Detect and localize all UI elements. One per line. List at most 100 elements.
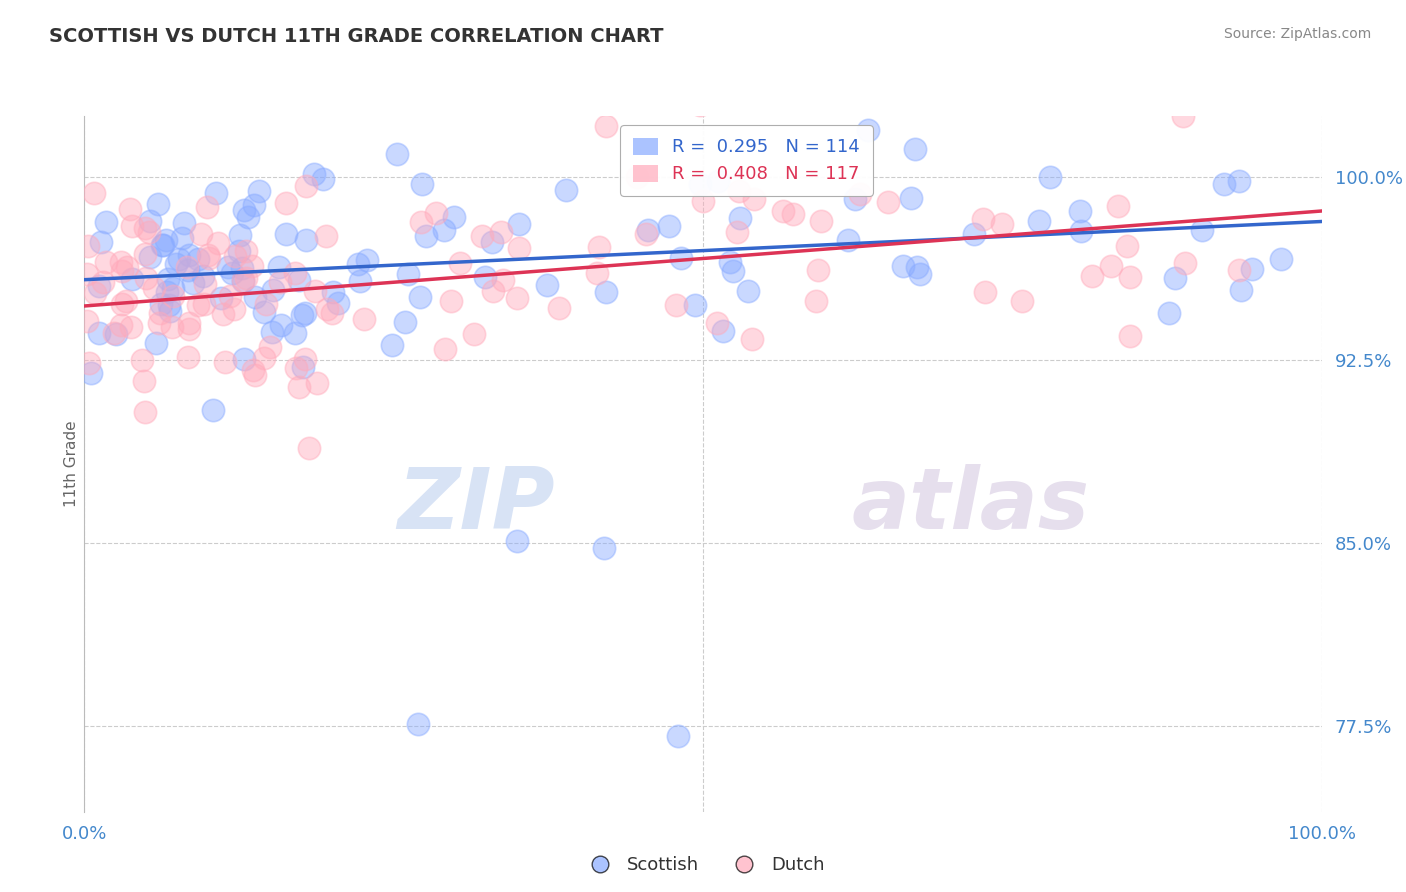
Point bbox=[1227, 263, 1250, 277]
Point bbox=[252, 305, 274, 319]
Point bbox=[111, 297, 134, 311]
Point bbox=[259, 340, 281, 354]
Point bbox=[891, 259, 914, 273]
Point bbox=[179, 322, 201, 336]
Point bbox=[433, 223, 456, 237]
Point bbox=[1115, 238, 1137, 252]
Point bbox=[1191, 222, 1213, 236]
Point bbox=[173, 216, 195, 230]
Point bbox=[737, 284, 759, 298]
Point bbox=[297, 441, 319, 455]
Point bbox=[233, 351, 256, 366]
Point bbox=[588, 240, 610, 254]
Point bbox=[231, 260, 253, 275]
Point bbox=[139, 250, 162, 264]
Point bbox=[145, 336, 167, 351]
Point bbox=[1163, 271, 1185, 285]
Point bbox=[411, 178, 433, 192]
Point bbox=[312, 171, 335, 186]
Point bbox=[243, 198, 266, 212]
Point bbox=[162, 288, 184, 302]
Point bbox=[193, 268, 215, 283]
Point bbox=[689, 178, 711, 192]
Point bbox=[349, 274, 371, 288]
Point bbox=[322, 285, 344, 300]
Point bbox=[201, 402, 224, 417]
Point bbox=[149, 306, 172, 320]
Point bbox=[159, 303, 181, 318]
Point bbox=[326, 295, 349, 310]
Point bbox=[87, 279, 110, 293]
Point bbox=[90, 235, 112, 249]
Point bbox=[235, 244, 257, 258]
Point bbox=[134, 247, 156, 261]
Y-axis label: 11th Grade: 11th Grade bbox=[63, 420, 79, 508]
Point bbox=[1107, 199, 1129, 213]
Point bbox=[910, 267, 932, 281]
Point bbox=[110, 318, 132, 332]
Point bbox=[634, 227, 657, 242]
Point bbox=[276, 227, 298, 242]
Point bbox=[217, 260, 239, 274]
Point bbox=[742, 192, 765, 206]
Point bbox=[772, 203, 794, 218]
Text: ZIP: ZIP bbox=[396, 464, 554, 547]
Point bbox=[1011, 294, 1033, 309]
Point bbox=[152, 238, 174, 252]
Point bbox=[131, 353, 153, 368]
Legend: Scottish, Dutch: Scottish, Dutch bbox=[574, 849, 832, 881]
Point bbox=[288, 273, 311, 287]
Point bbox=[669, 252, 692, 266]
Point bbox=[197, 251, 219, 265]
Point bbox=[974, 285, 997, 300]
Point bbox=[267, 260, 290, 274]
Point bbox=[481, 284, 503, 298]
Point bbox=[730, 211, 752, 226]
Point bbox=[433, 343, 456, 357]
Point bbox=[665, 298, 688, 312]
Point bbox=[415, 229, 437, 244]
Point bbox=[741, 332, 763, 346]
Point bbox=[170, 230, 193, 244]
Point bbox=[211, 307, 233, 321]
Point bbox=[197, 248, 219, 262]
Point bbox=[156, 285, 179, 299]
Point bbox=[121, 219, 143, 233]
Point bbox=[721, 264, 744, 278]
Point bbox=[409, 290, 432, 304]
Point bbox=[115, 260, 138, 274]
Point bbox=[235, 270, 257, 285]
Point bbox=[121, 272, 143, 286]
Point bbox=[692, 194, 714, 208]
Point bbox=[305, 376, 328, 391]
Point bbox=[547, 301, 569, 315]
Point bbox=[1119, 269, 1142, 284]
Point bbox=[990, 217, 1012, 231]
Point bbox=[177, 247, 200, 261]
Point bbox=[385, 147, 408, 161]
Point bbox=[492, 273, 515, 287]
Point bbox=[356, 253, 378, 268]
Point bbox=[186, 252, 208, 267]
Point bbox=[155, 234, 177, 248]
Point bbox=[728, 184, 751, 198]
Point bbox=[876, 195, 898, 210]
Point bbox=[120, 202, 142, 216]
Point bbox=[595, 285, 617, 299]
Point bbox=[425, 206, 447, 220]
Legend: R =  0.295   N = 114, R =  0.408   N = 117: R = 0.295 N = 114, R = 0.408 N = 117 bbox=[620, 125, 873, 196]
Point bbox=[449, 256, 471, 270]
Point bbox=[474, 270, 496, 285]
Point bbox=[955, 87, 977, 101]
Point bbox=[963, 227, 986, 242]
Point bbox=[194, 277, 217, 292]
Point bbox=[167, 252, 190, 266]
Point bbox=[247, 184, 270, 198]
Point bbox=[290, 308, 312, 322]
Point bbox=[637, 223, 659, 237]
Point bbox=[254, 296, 277, 310]
Point bbox=[837, 233, 859, 247]
Point bbox=[111, 264, 134, 278]
Point bbox=[76, 239, 98, 253]
Point bbox=[190, 227, 212, 242]
